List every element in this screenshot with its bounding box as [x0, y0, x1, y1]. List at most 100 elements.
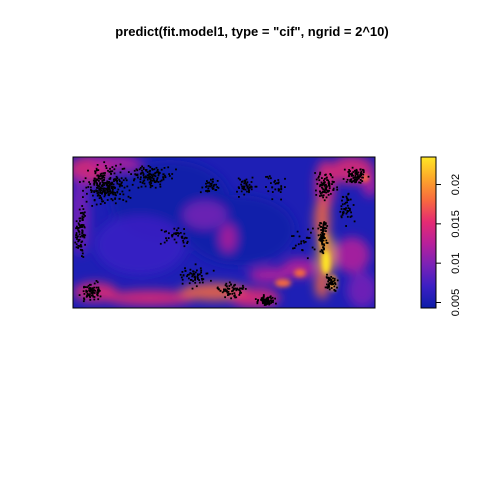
scatter-point [136, 169, 139, 172]
scatter-point [83, 236, 86, 239]
scatter-point [239, 290, 242, 293]
scatter-point [176, 229, 178, 232]
scatter-point [148, 181, 151, 184]
scatter-point [357, 171, 360, 174]
scatter-point [93, 298, 96, 301]
scatter-point [160, 229, 163, 232]
scatter-point [147, 165, 150, 167]
scatter-point [360, 174, 362, 177]
scatter-point [108, 188, 111, 191]
scatter-point [322, 223, 325, 226]
scatter-point [153, 180, 156, 182]
scatter-point [194, 271, 197, 274]
scatter-point [191, 287, 194, 290]
scatter-point [244, 188, 247, 191]
scatter-point [78, 238, 81, 241]
scatter-point [82, 224, 84, 227]
scatter-point [355, 168, 358, 171]
scatter-point [306, 257, 309, 260]
scatter-point [98, 194, 100, 197]
scatter-point [103, 191, 106, 193]
scatter-point [326, 276, 328, 279]
scatter-point [75, 232, 78, 234]
scatter-point [141, 169, 143, 172]
scatter-point [91, 189, 93, 192]
scatter-point [116, 179, 119, 182]
scatter-point [321, 230, 324, 233]
scatter-point [87, 186, 90, 188]
scatter-point [75, 227, 77, 230]
scatter-point [326, 189, 329, 192]
scatter-point [151, 175, 154, 178]
scatter-point [168, 232, 170, 235]
scatter-point [123, 186, 126, 189]
scatter-point [79, 248, 82, 251]
scatter-point [84, 243, 86, 246]
scatter-point [149, 183, 152, 186]
scatter-point [87, 294, 90, 297]
scatter-point [90, 186, 92, 189]
scatter-point [244, 181, 247, 183]
scatter-point [330, 276, 333, 278]
scatter-point [206, 190, 209, 193]
scatter-point [194, 275, 196, 278]
scatter-point [269, 295, 272, 298]
scatter-point [256, 301, 259, 303]
scatter-point [199, 273, 201, 276]
scatter-point [231, 290, 234, 292]
scatter-point [232, 289, 235, 291]
scatter-point [272, 299, 274, 302]
scatter-point [294, 244, 297, 247]
scatter-point [325, 241, 328, 244]
scatter-point [98, 180, 100, 182]
scatter-point [92, 295, 95, 298]
scatter-point [268, 302, 271, 305]
scatter-point [113, 178, 115, 181]
scatter-point [89, 299, 92, 301]
scatter-point [93, 286, 96, 289]
scatter-point [325, 177, 328, 179]
scatter-point [121, 184, 123, 187]
scatter-point [250, 181, 253, 183]
scatter-point [229, 293, 231, 295]
scatter-point [265, 176, 267, 178]
scatter-point [205, 190, 207, 192]
scatter-point [86, 286, 88, 289]
scatter-point [226, 291, 229, 294]
scatter-point [98, 185, 101, 187]
scatter-point [245, 184, 248, 187]
scatter-point [192, 280, 194, 282]
scatter-point [186, 275, 188, 278]
scatter-point [155, 171, 158, 174]
scatter-point [271, 186, 274, 189]
scatter-point [319, 233, 322, 236]
scatter-point [319, 195, 321, 197]
scatter-point [291, 235, 293, 237]
scatter-point [119, 184, 122, 187]
scatter-point [177, 234, 179, 237]
scatter-point [152, 177, 155, 180]
scatter-point [205, 272, 208, 275]
scatter-point [112, 191, 115, 194]
scatter-point [101, 181, 104, 184]
scatter-point [349, 216, 352, 218]
scatter-point [152, 173, 155, 176]
scatter-point [149, 186, 152, 189]
scatter-point [93, 190, 95, 192]
scatter-point [362, 173, 365, 176]
scatter-point [277, 181, 280, 184]
scatter-point [95, 179, 98, 182]
scatter-point [238, 187, 240, 189]
scatter-point [97, 289, 100, 291]
scatter-point [271, 191, 274, 193]
scatter-point [151, 168, 154, 171]
scatter-point [278, 188, 281, 191]
scatter-point [280, 187, 283, 189]
scatter-point [321, 191, 323, 194]
scatter-point [118, 178, 121, 181]
scatter-point [177, 232, 179, 235]
scatter-point [323, 243, 325, 246]
scatter-point [141, 182, 144, 184]
scatter-point [321, 237, 324, 240]
scatter-point [326, 225, 329, 227]
